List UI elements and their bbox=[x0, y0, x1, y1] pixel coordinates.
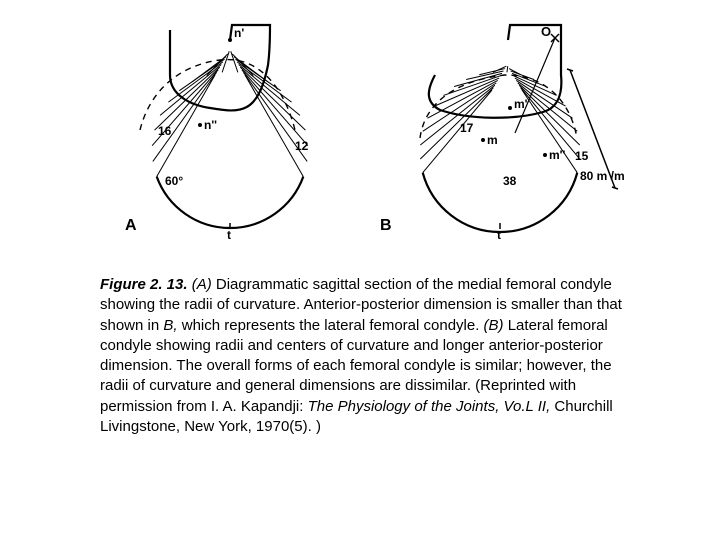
svg-text:60°: 60° bbox=[165, 174, 183, 188]
svg-text:16: 16 bbox=[158, 124, 172, 138]
svg-text:12: 12 bbox=[295, 139, 309, 153]
svg-text:B: B bbox=[380, 217, 392, 234]
svg-text:38: 38 bbox=[503, 174, 517, 188]
figure-diagram: n'n''t161260°A m'mm''Ot171538B80 m /m bbox=[100, 10, 640, 260]
figure-caption: Figure 2. 13. (A) Diagrammatic sagittal … bbox=[100, 275, 640, 437]
svg-text:t: t bbox=[227, 228, 231, 242]
condyle-diagram-svg: n'n''t161260°A m'mm''Ot171538B80 m /m bbox=[100, 10, 640, 260]
svg-text:n': n' bbox=[234, 26, 244, 40]
svg-text:n'': n'' bbox=[204, 118, 217, 132]
svg-text:t: t bbox=[497, 228, 501, 242]
page: n'n''t161260°A m'mm''Ot171538B80 m /m Fi… bbox=[0, 0, 720, 540]
svg-text:m: m bbox=[487, 133, 498, 147]
svg-text:m'': m'' bbox=[549, 148, 566, 162]
svg-text:15: 15 bbox=[575, 149, 589, 163]
svg-text:17: 17 bbox=[460, 121, 474, 135]
svg-text:80 m /m: 80 m /m bbox=[580, 169, 625, 183]
svg-text:O: O bbox=[541, 24, 551, 39]
svg-text:A: A bbox=[125, 217, 137, 234]
